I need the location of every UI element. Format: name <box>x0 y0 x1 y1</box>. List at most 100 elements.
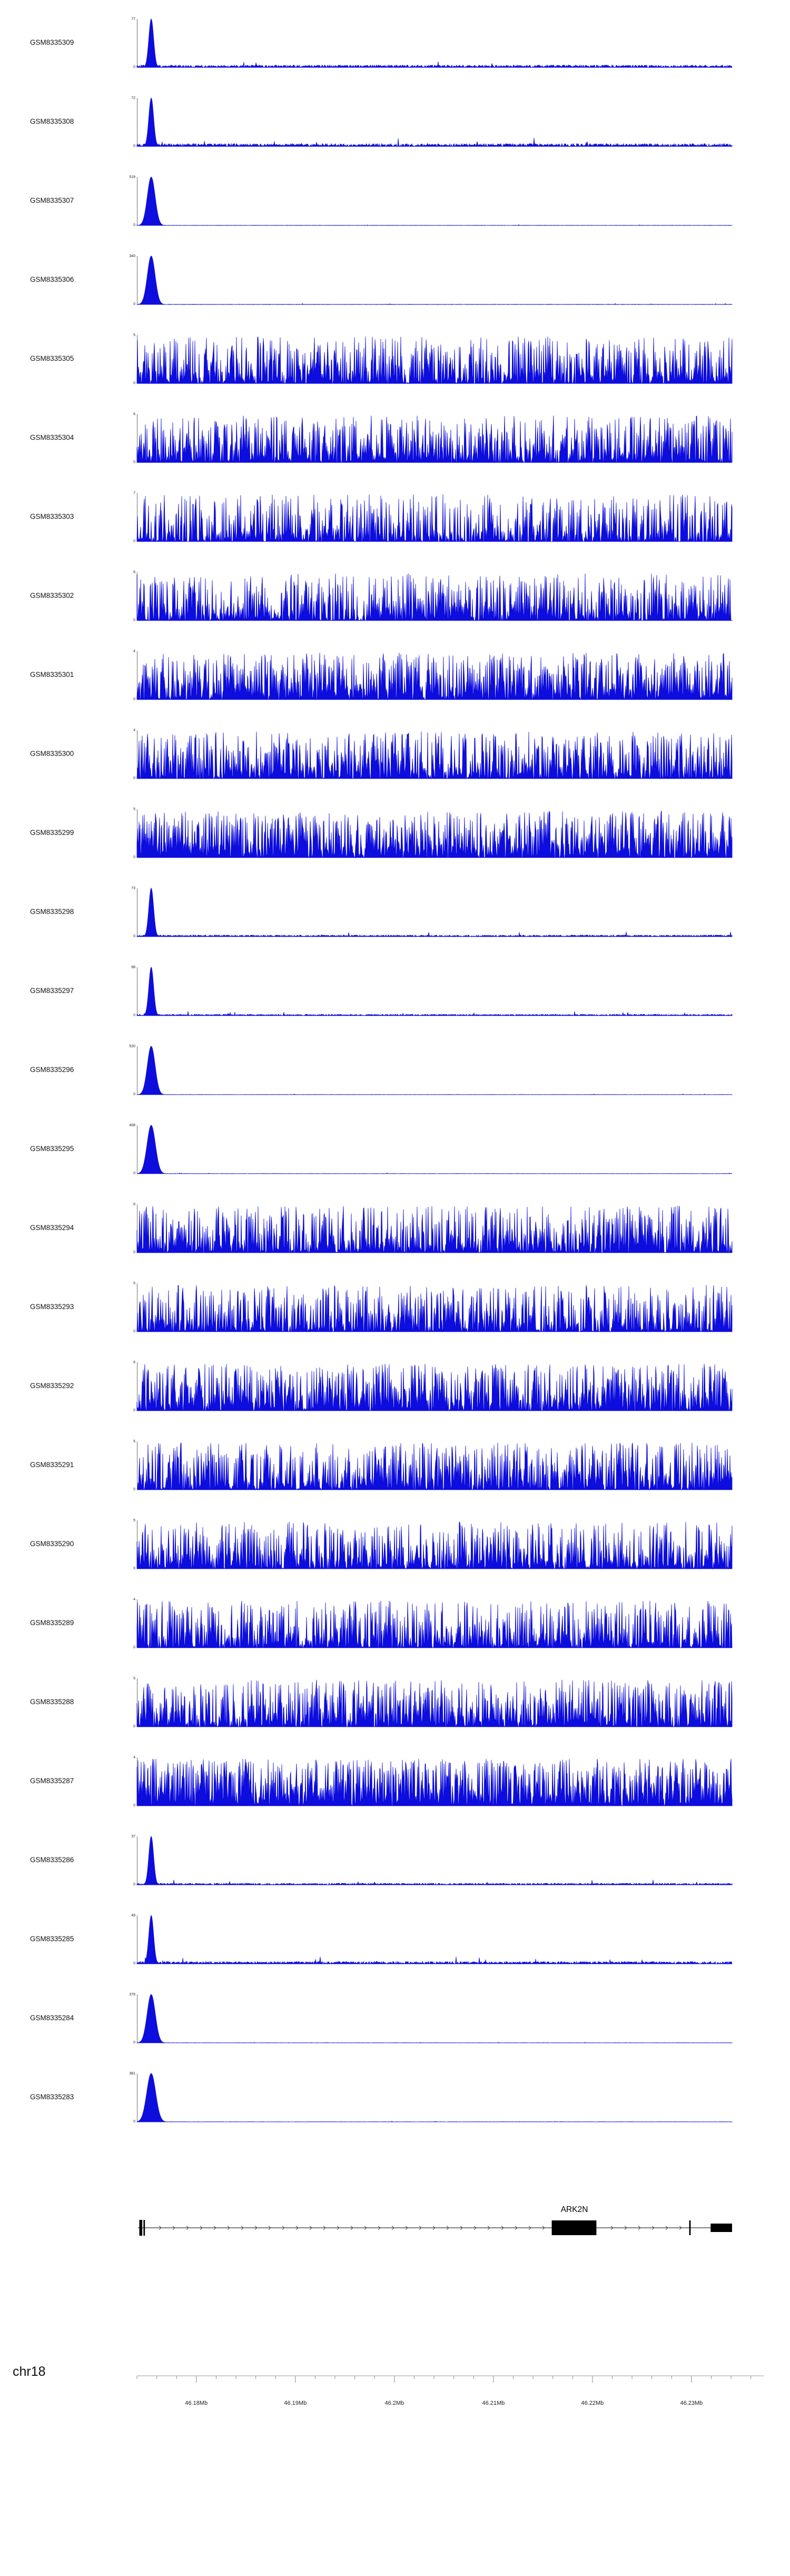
track-ymin-label: 0 <box>133 935 135 938</box>
strand-arrow-icon <box>350 2226 353 2230</box>
track-ymax-label: 5 <box>133 1519 135 1522</box>
track-sample-label: GSM8335301 <box>30 671 74 679</box>
ruler-tick-label: 46.21Mb <box>482 2400 505 2406</box>
track-signal-area <box>136 494 733 543</box>
track-signal-plot <box>136 1757 733 1806</box>
gene-exon-box <box>143 2220 145 2236</box>
track-ymin-label: 0 <box>133 856 135 859</box>
strand-arrow-icon <box>473 2226 477 2230</box>
track-signal-plot <box>136 18 733 68</box>
strand-arrow-icon <box>528 2226 531 2230</box>
track-plot: 5 0 <box>133 1440 733 1491</box>
strand-arrow-icon <box>501 2226 504 2230</box>
track-ymax-label: 6 <box>133 1361 135 1364</box>
track-signal-area <box>136 1364 733 1412</box>
track-signal-plot <box>136 414 733 464</box>
strand-arrow-icon <box>432 2226 436 2230</box>
track-ymin-label: 0 <box>133 2041 135 2044</box>
track-signal-area <box>137 1442 733 1491</box>
track-sample-label: GSM8335283 <box>30 2093 74 2101</box>
track-sample-label: GSM8335309 <box>30 38 74 46</box>
track-row: GSM8335284 379 0 <box>0 1990 790 2069</box>
strand-arrow-icon <box>487 2226 490 2230</box>
track-ymax-label: 73 <box>131 887 135 890</box>
track-row: GSM8335292 6 0 <box>0 1358 790 1437</box>
track-row: GSM8335289 4 0 <box>0 1595 790 1674</box>
track-sample-label: GSM8335295 <box>30 1145 74 1153</box>
track-ymax-label: 6 <box>133 571 135 574</box>
track-signal-area <box>136 1125 733 1174</box>
track-signal-area <box>136 1994 733 2043</box>
track-signal-plot <box>136 1678 733 1728</box>
track-row: GSM8335291 5 0 <box>0 1437 790 1516</box>
track-signal-area <box>136 1205 733 1254</box>
track-signal-area <box>136 810 733 859</box>
track-sample-label: GSM8335291 <box>30 1461 74 1469</box>
track-plot: 73 0 <box>131 887 733 938</box>
track-signal-plot <box>136 809 733 859</box>
track-signal-area <box>136 573 733 622</box>
strand-arrow-icon <box>405 2226 408 2230</box>
track-ymin-label: 0 <box>133 618 135 622</box>
track-signal-plot <box>136 1915 733 1965</box>
track-signal-plot <box>136 176 733 226</box>
track-row: GSM8335309 77 0 <box>0 15 790 94</box>
gene-exon-box <box>689 2220 691 2235</box>
track-signal-plot <box>136 97 733 148</box>
track-signal-area <box>136 1285 733 1333</box>
strand-arrow-icon <box>213 2226 216 2230</box>
strand-arrow-icon <box>309 2226 312 2230</box>
track-signal-plot <box>136 2073 733 2122</box>
track-signal-area <box>136 1758 733 1806</box>
track-ymax-label: 77 <box>131 17 135 21</box>
track-sample-label: GSM8335303 <box>30 513 74 520</box>
strand-arrow-icon <box>172 2226 175 2230</box>
track-signal-area <box>136 1836 733 1886</box>
track-ymax-label: 4 <box>133 1598 135 1601</box>
track-plot: 379 0 <box>129 1993 733 2044</box>
track-row: GSM8335298 73 0 <box>0 884 790 963</box>
track-plot: 5 0 <box>133 333 733 385</box>
track-ymin-label: 0 <box>133 1883 135 1886</box>
track-plot: 5 0 <box>133 1519 733 1570</box>
track-signal-area <box>136 18 733 68</box>
track-sample-label: GSM8335299 <box>30 829 74 837</box>
track-plot: 520 0 <box>129 1045 733 1096</box>
track-row: GSM8335306 340 0 <box>0 252 790 331</box>
track-sample-label: GSM8335304 <box>30 434 74 441</box>
track-sample-label: GSM8335305 <box>30 355 74 362</box>
track-sample-label: GSM8335298 <box>30 908 74 916</box>
track-ymin-label: 0 <box>133 1093 135 1096</box>
track-plot: 4 0 <box>133 1756 733 1807</box>
gene-exon-box <box>139 2220 143 2236</box>
track-sample-label: GSM8335289 <box>30 1619 74 1627</box>
track-ymin-label: 0 <box>133 1409 135 1412</box>
track-plot: 5 0 <box>133 808 733 859</box>
track-row: GSM8335300 4 0 <box>0 726 790 805</box>
track-row: GSM8335305 5 0 <box>0 331 790 410</box>
gene-exon-box <box>710 2224 732 2232</box>
track-plot: 7 0 <box>133 491 733 543</box>
track-signal-area <box>136 888 733 938</box>
strand-arrow-icon <box>391 2226 394 2230</box>
track-sample-label: GSM8335288 <box>30 1698 74 1706</box>
strand-arrow-icon <box>295 2226 299 2230</box>
gene-annotation-track: ARK2N <box>0 2186 790 2260</box>
track-plot: 6 0 <box>133 1203 733 1254</box>
track-ymin-label: 0 <box>133 302 135 306</box>
ruler-tick-label: 46.2Mb <box>385 2400 404 2406</box>
ruler-tick-label: 46.19Mb <box>284 2400 307 2406</box>
track-ymax-label: 7 <box>133 491 135 495</box>
track-ymax-label: 408 <box>129 1124 135 1127</box>
track-row: GSM8335286 37 0 <box>0 1832 790 1911</box>
strand-arrow-icon <box>268 2226 271 2230</box>
track-signal-plot <box>136 1204 733 1254</box>
track-sample-label: GSM8335287 <box>30 1777 74 1785</box>
track-sample-label: GSM8335296 <box>30 1066 74 1074</box>
track-ymax-label: 6 <box>133 412 135 416</box>
strand-arrow-icon <box>542 2226 545 2230</box>
track-sample-label: GSM8335306 <box>30 276 74 283</box>
track-plot: 408 0 <box>129 1124 733 1175</box>
track-signal-plot <box>136 1520 733 1570</box>
strand-arrow-icon <box>638 2226 641 2230</box>
